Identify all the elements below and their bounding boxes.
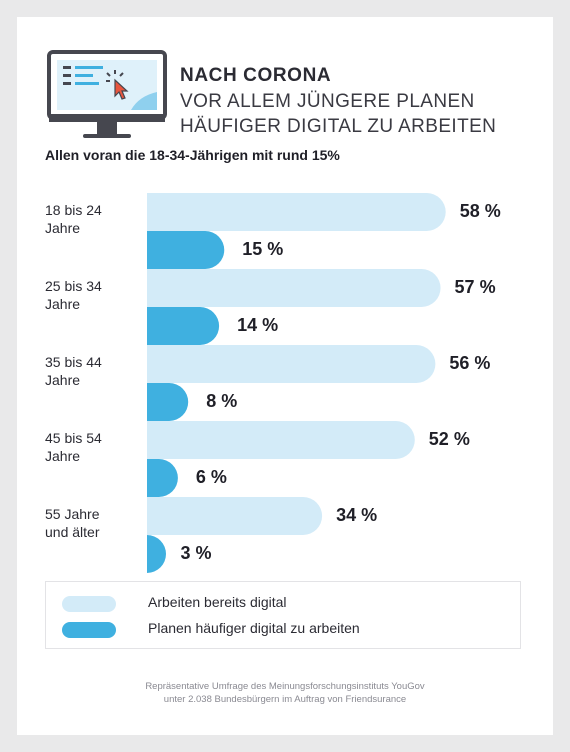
bar-planned: [147, 383, 189, 421]
footer-source-line-2: unter 2.038 Bundesbürgern im Auftrag von…: [163, 694, 407, 705]
legend-swatch-digital: [62, 596, 116, 612]
category-label: Jahre: [45, 220, 80, 236]
legend-label-digital: Arbeiten bereits digital: [148, 594, 287, 610]
value-label-digital: 58 %: [460, 201, 501, 221]
category-label: Jahre: [45, 372, 80, 388]
bar-digital: [147, 497, 323, 535]
category-label: 18 bis 24: [45, 202, 102, 218]
bar-planned: [147, 307, 220, 345]
bar-digital: [147, 345, 436, 383]
legend-label-planned: Planen häufiger digital zu arbeiten: [148, 620, 360, 636]
value-label-planned: 15 %: [242, 239, 283, 259]
title-line-2: VOR ALLEM JÜNGERE PLANEN: [180, 91, 475, 112]
category-label: 45 bis 54: [45, 430, 102, 446]
legend-swatch-planned: [62, 622, 116, 638]
value-label-digital: 57 %: [455, 277, 496, 297]
title-line-3: HÄUFIGER DIGITAL ZU ARBEITEN: [180, 116, 497, 137]
value-label-planned: 14 %: [237, 315, 278, 335]
legend: Arbeiten bereits digital Planen häufiger…: [45, 581, 521, 649]
category-label: 55 Jahre: [45, 506, 100, 522]
category-label: 25 bis 34: [45, 278, 102, 294]
bar-digital: [147, 269, 441, 307]
bar-digital: [147, 421, 415, 459]
bar-chart: 18 bis 24 Jahre 58 % 15 % 25 bis 34 Jahre 57 %…: [45, 193, 501, 573]
bar-digital: [147, 193, 446, 231]
value-label-planned: 3 %: [180, 543, 211, 563]
bar-planned: [147, 231, 225, 269]
title-line-1: NACH CORONA: [180, 65, 332, 86]
chart-subtitle: Allen voran die 18-34-Jährigen mit rund …: [45, 147, 340, 163]
infographic-card: NACH CORONA VOR ALLEM JÜNGERE PLANEN HÄU…: [17, 17, 553, 735]
bar-planned: [147, 459, 178, 497]
category-label: Jahre: [45, 296, 80, 312]
value-label-planned: 6 %: [196, 467, 227, 487]
category-label: Jahre: [45, 448, 80, 464]
value-label-digital: 52 %: [429, 429, 470, 449]
value-label-planned: 8 %: [206, 391, 237, 411]
footer-source-line-1: Repräsentative Umfrage des Meinungsforsc…: [145, 681, 425, 692]
value-label-digital: 34 %: [336, 505, 377, 525]
value-label-digital: 56 %: [449, 353, 490, 373]
monitor-cursor-icon: [47, 50, 167, 138]
category-label: 35 bis 44: [45, 354, 102, 370]
bar-planned: [147, 535, 166, 573]
category-label: und älter: [45, 524, 100, 540]
